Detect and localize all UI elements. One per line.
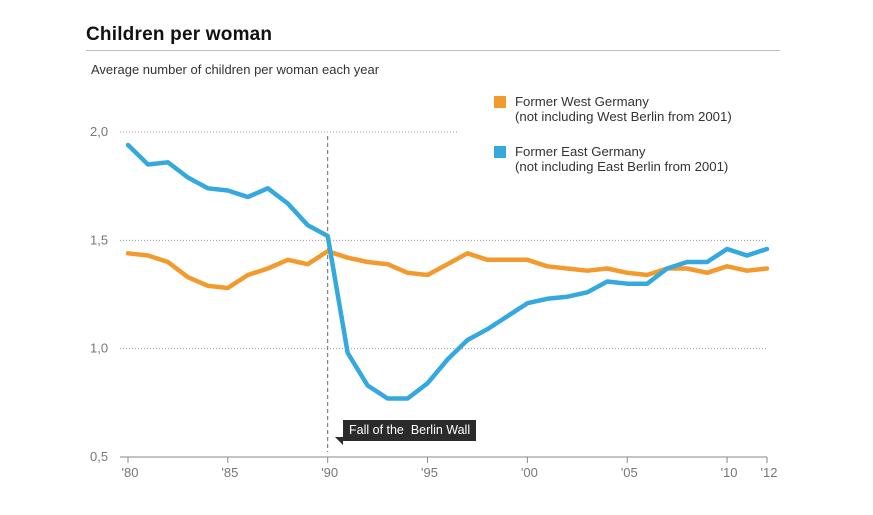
x-axis-ticks: '80 '85 '90 '95 '00 '05 '10 '12 [122,457,778,480]
y-tick-label-2: 1,5 [90,232,108,247]
y-axis-ticks: 0,5 1,0 1,5 2,0 [90,124,108,464]
y-tick-label-0: 0,5 [90,449,108,464]
gridlines [120,131,767,350]
series-line-west-germany [125,248,770,291]
x-tick-label-2: '90 [321,465,338,480]
berlin-wall-annotation: Fall of the Berlin Wall [343,420,477,441]
title-divider [86,50,780,51]
legend-swatch-east [494,146,506,158]
x-tick-label-1: '85 [221,465,238,480]
chart-subtitle: Average number of children per woman eac… [91,62,380,77]
y-tick-label-1: 1,0 [90,341,108,356]
y-tick-label-3: 2,0 [90,124,108,139]
x-tick-label-5: '05 [621,465,638,480]
legend-swatch-west [494,96,506,108]
x-tick-label-4: '00 [521,465,538,480]
x-tick-label-3: '95 [421,465,438,480]
legend-label-west: Former West Germany [515,94,649,109]
x-tick-label-7: '12 [761,465,778,480]
chart-title: Children per woman [86,24,273,45]
legend-item-west: Former West Germany (not including West … [515,94,732,124]
series-lines [125,142,770,401]
legend-label-east: Former East Germany [515,144,646,159]
legend-sublabel-west: (not including West Berlin from 2001) [515,109,732,124]
legend-item-east: Former East Germany (not including East … [515,144,728,174]
annotation-pointer [335,437,343,445]
x-tick-label-0: '80 [122,465,139,480]
x-tick-label-6: '10 [721,465,738,480]
legend-sublabel-east: (not including East Berlin from 2001) [515,159,729,174]
series-line-east-germany [125,142,770,401]
